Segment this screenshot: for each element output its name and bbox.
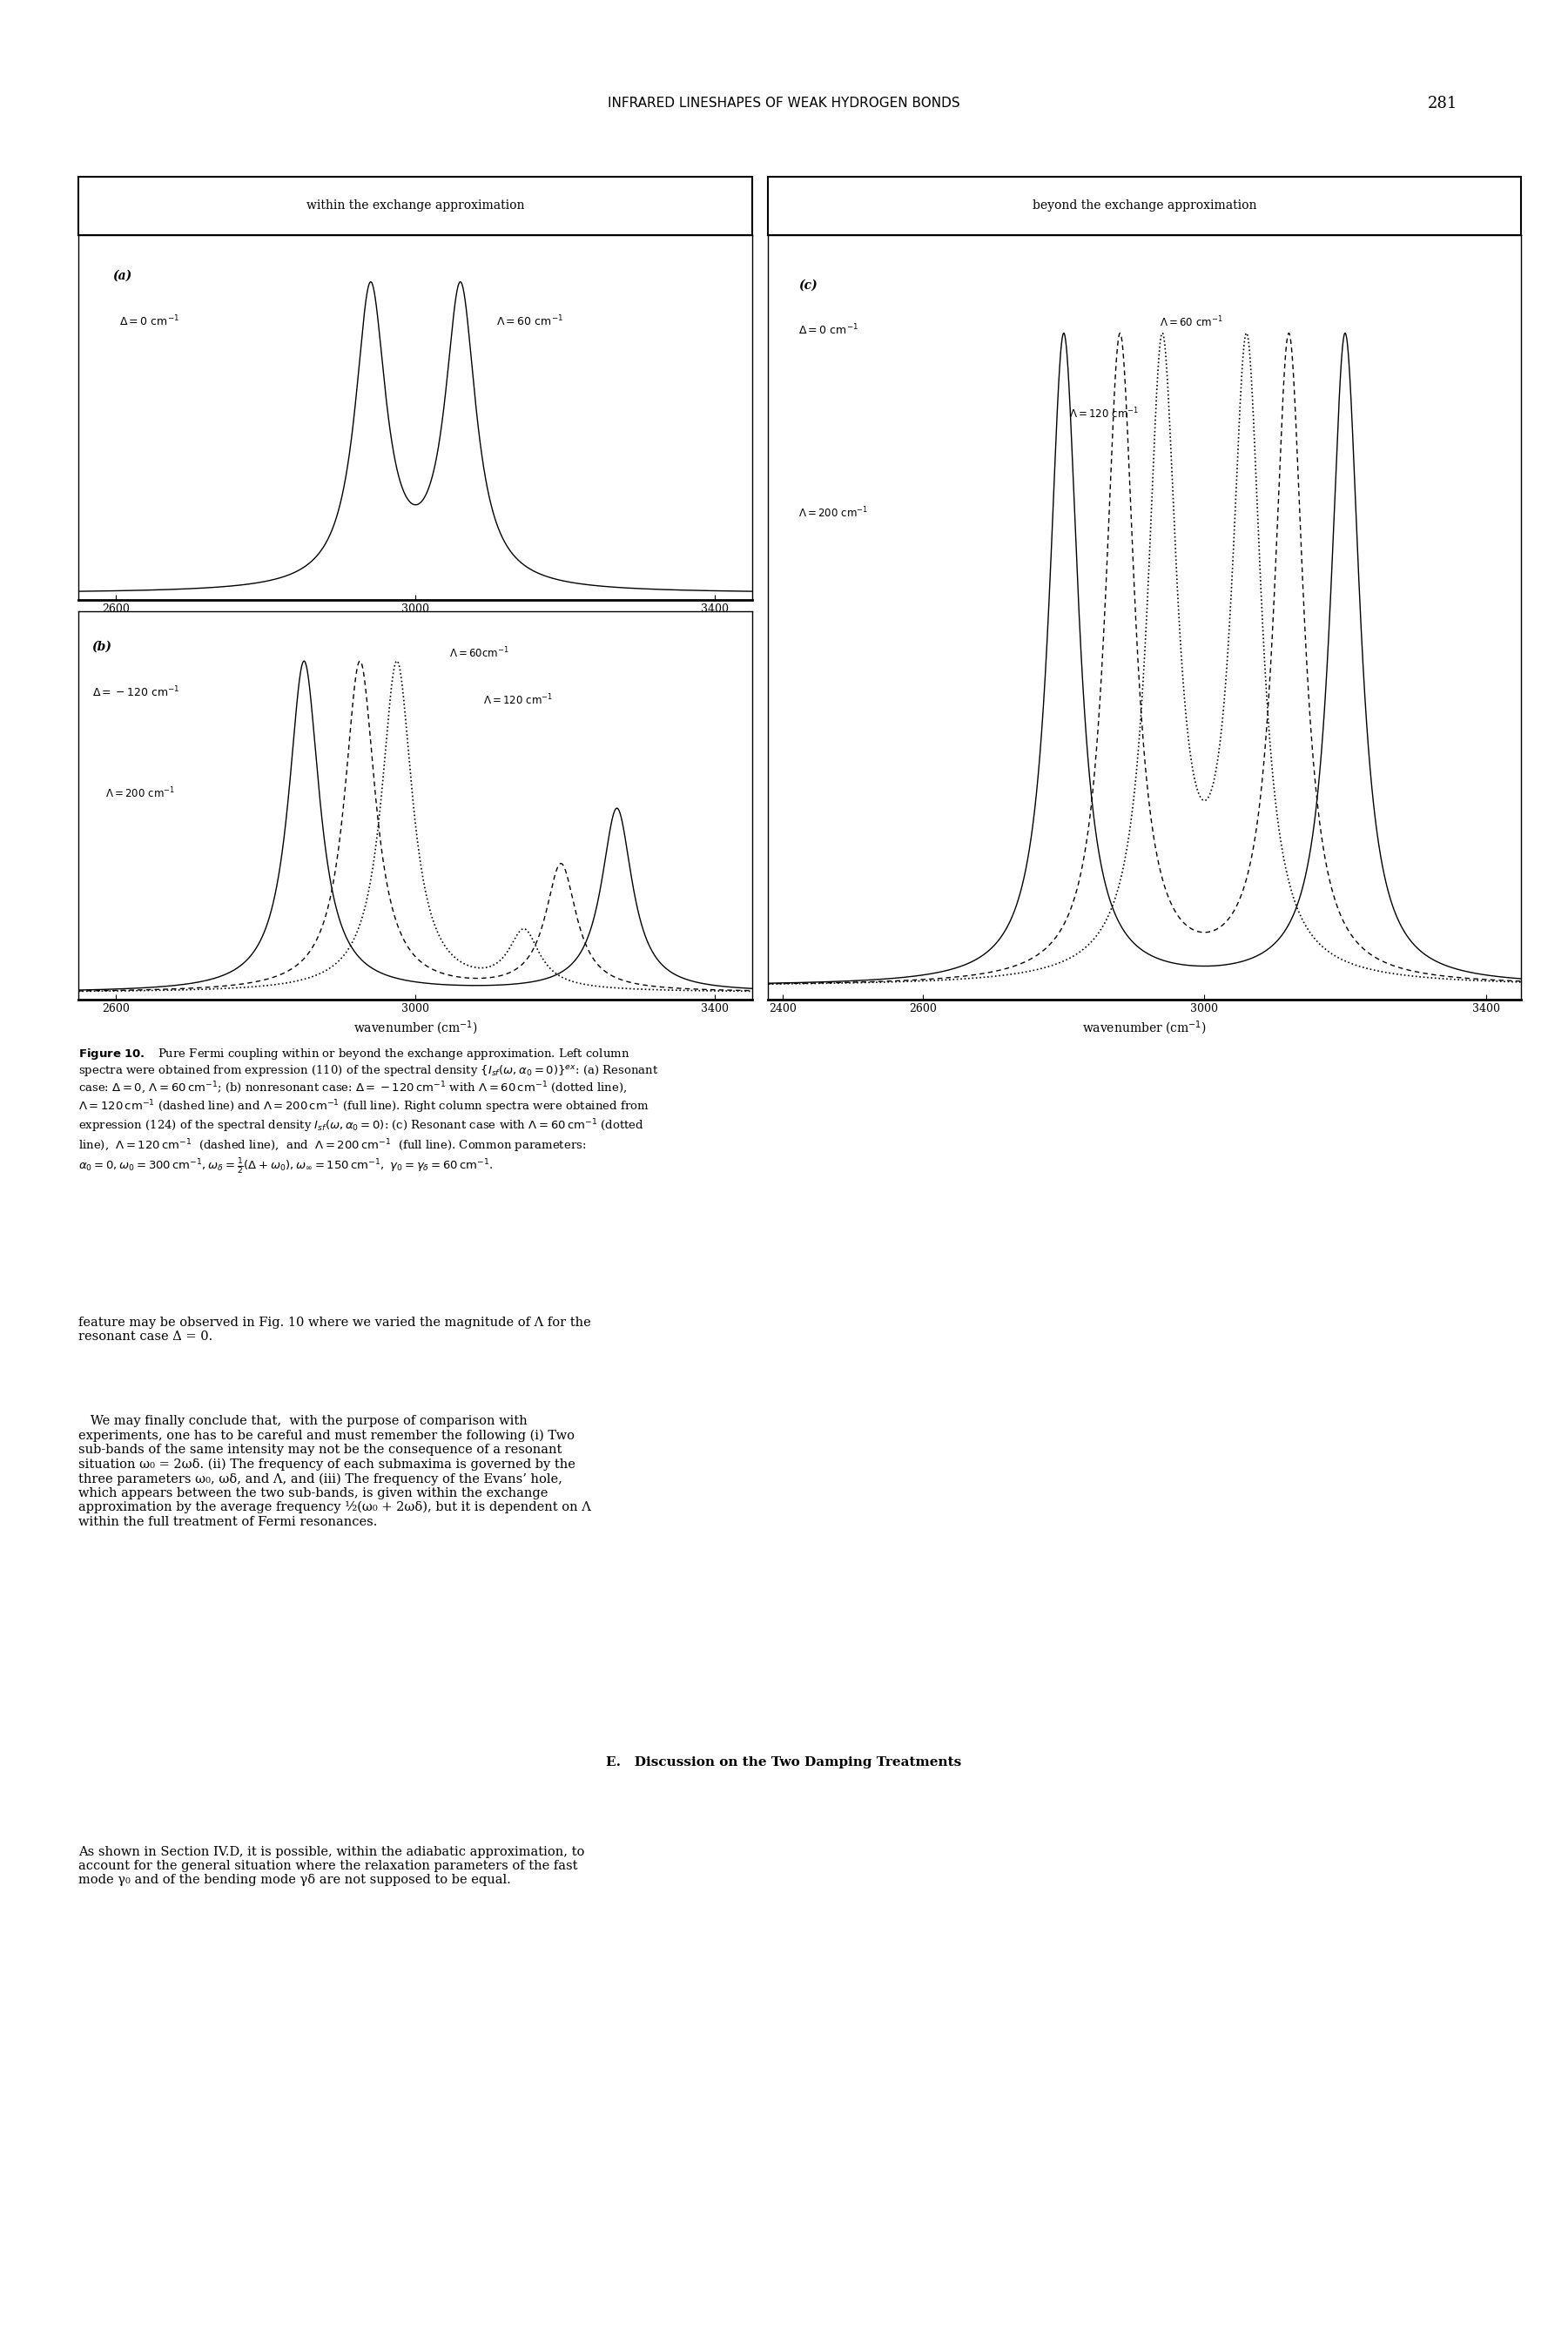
Text: $\Delta = 0\ \mathrm{cm}^{-1}$: $\Delta = 0\ \mathrm{cm}^{-1}$ [119, 315, 179, 329]
Text: We may finally conclude that,  with the purpose of comparison with
experiments, : We may finally conclude that, with the p… [78, 1415, 591, 1528]
Text: $\Lambda =60\mathrm{cm}^{-1}$: $\Lambda =60\mathrm{cm}^{-1}$ [450, 647, 510, 661]
Text: within the exchange approximation: within the exchange approximation [306, 200, 525, 212]
X-axis label: wavenumber (cm$^{-1}$): wavenumber (cm$^{-1}$) [1082, 1020, 1207, 1037]
Text: E.   Discussion on the Two Damping Treatments: E. Discussion on the Two Damping Treatme… [607, 1756, 961, 1768]
Text: 281: 281 [1427, 96, 1458, 110]
Text: beyond the exchange approximation: beyond the exchange approximation [1033, 200, 1256, 212]
X-axis label: wavenumber (cm$^{-1}$): wavenumber (cm$^{-1}$) [353, 1020, 478, 1037]
Text: (a): (a) [113, 270, 132, 282]
Text: $\Delta = -120\ \mathrm{cm}^{-1}$: $\Delta = -120\ \mathrm{cm}^{-1}$ [93, 684, 179, 698]
Text: (b): (b) [93, 639, 111, 654]
Text: As shown in Section IV.D, it is possible, within the adiabatic approximation, to: As shown in Section IV.D, it is possible… [78, 1846, 585, 1886]
Text: $\Lambda =120\ \mathrm{cm}^{-1}$: $\Lambda =120\ \mathrm{cm}^{-1}$ [483, 694, 552, 708]
Text: $\bf{Figure\ 10.}$   Pure Fermi coupling within or beyond the exchange approxima: $\bf{Figure\ 10.}$ Pure Fermi coupling w… [78, 1046, 659, 1176]
Text: $\Delta = 0\ \mathrm{cm}^{-1}$: $\Delta = 0\ \mathrm{cm}^{-1}$ [798, 322, 859, 336]
Text: (c): (c) [798, 280, 817, 292]
Text: $\Lambda = 200\ \mathrm{cm}^{-1}$: $\Lambda = 200\ \mathrm{cm}^{-1}$ [798, 505, 869, 520]
Text: $\Lambda =200\ \mathrm{cm}^{-1}$: $\Lambda =200\ \mathrm{cm}^{-1}$ [105, 785, 176, 799]
Text: $\Lambda = 60\ \mathrm{cm}^{-1}$: $\Lambda = 60\ \mathrm{cm}^{-1}$ [1160, 315, 1223, 329]
Text: $\Lambda = 60\ \mathrm{cm}^{-1}$: $\Lambda = 60\ \mathrm{cm}^{-1}$ [497, 315, 563, 329]
Text: INFRARED LINESHAPES OF WEAK HYDROGEN BONDS: INFRARED LINESHAPES OF WEAK HYDROGEN BON… [608, 96, 960, 110]
Text: $\Lambda = 120\ \mathrm{cm}^{-1}$: $\Lambda = 120\ \mathrm{cm}^{-1}$ [1069, 407, 1138, 421]
Text: feature may be observed in Fig. 10 where we varied the magnitude of Λ for the
re: feature may be observed in Fig. 10 where… [78, 1317, 591, 1342]
